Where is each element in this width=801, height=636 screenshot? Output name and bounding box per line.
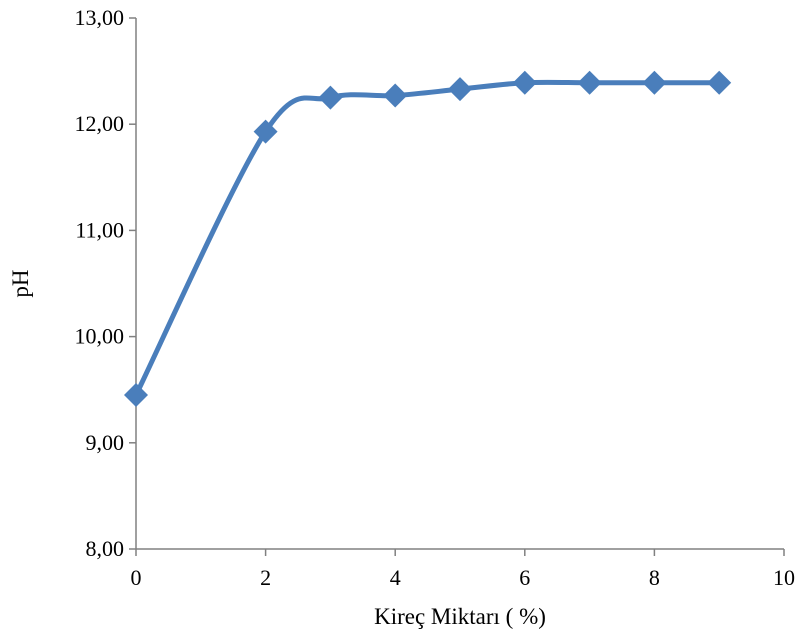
data-point <box>448 77 472 102</box>
x-axis-title: Kireç Miktarı ( %) <box>374 604 546 629</box>
x-tick-label: 8 <box>649 565 660 590</box>
y-tick-label: 13,00 <box>75 5 125 30</box>
data-point <box>707 70 732 95</box>
x-tick-label: 6 <box>519 565 530 590</box>
y-axis-title: pH <box>8 269 33 297</box>
data-point <box>253 119 278 144</box>
data-point <box>383 83 408 108</box>
axes: 8,00 9,00 10,00 11,00 12,00 13,00 0 2 4 6 8 10 <box>75 5 796 590</box>
y-tick-label: 10,00 <box>75 324 125 349</box>
y-tick-label: 9,00 <box>86 430 125 455</box>
data-point <box>318 85 343 110</box>
series-line <box>133 79 722 398</box>
data-point <box>577 70 602 95</box>
x-tick-label: 0 <box>131 565 142 590</box>
data-point <box>124 383 148 408</box>
series-layer <box>124 70 732 408</box>
y-tick-label: 8,00 <box>86 536 125 561</box>
y-tick-label: 11,00 <box>75 217 124 242</box>
y-tick-label: 12,00 <box>75 111 125 136</box>
data-point <box>642 70 667 95</box>
x-tick-label: 4 <box>390 565 401 590</box>
x-tick-label: 2 <box>260 565 271 590</box>
x-tick-label: 10 <box>773 565 795 590</box>
data-point <box>512 70 537 95</box>
